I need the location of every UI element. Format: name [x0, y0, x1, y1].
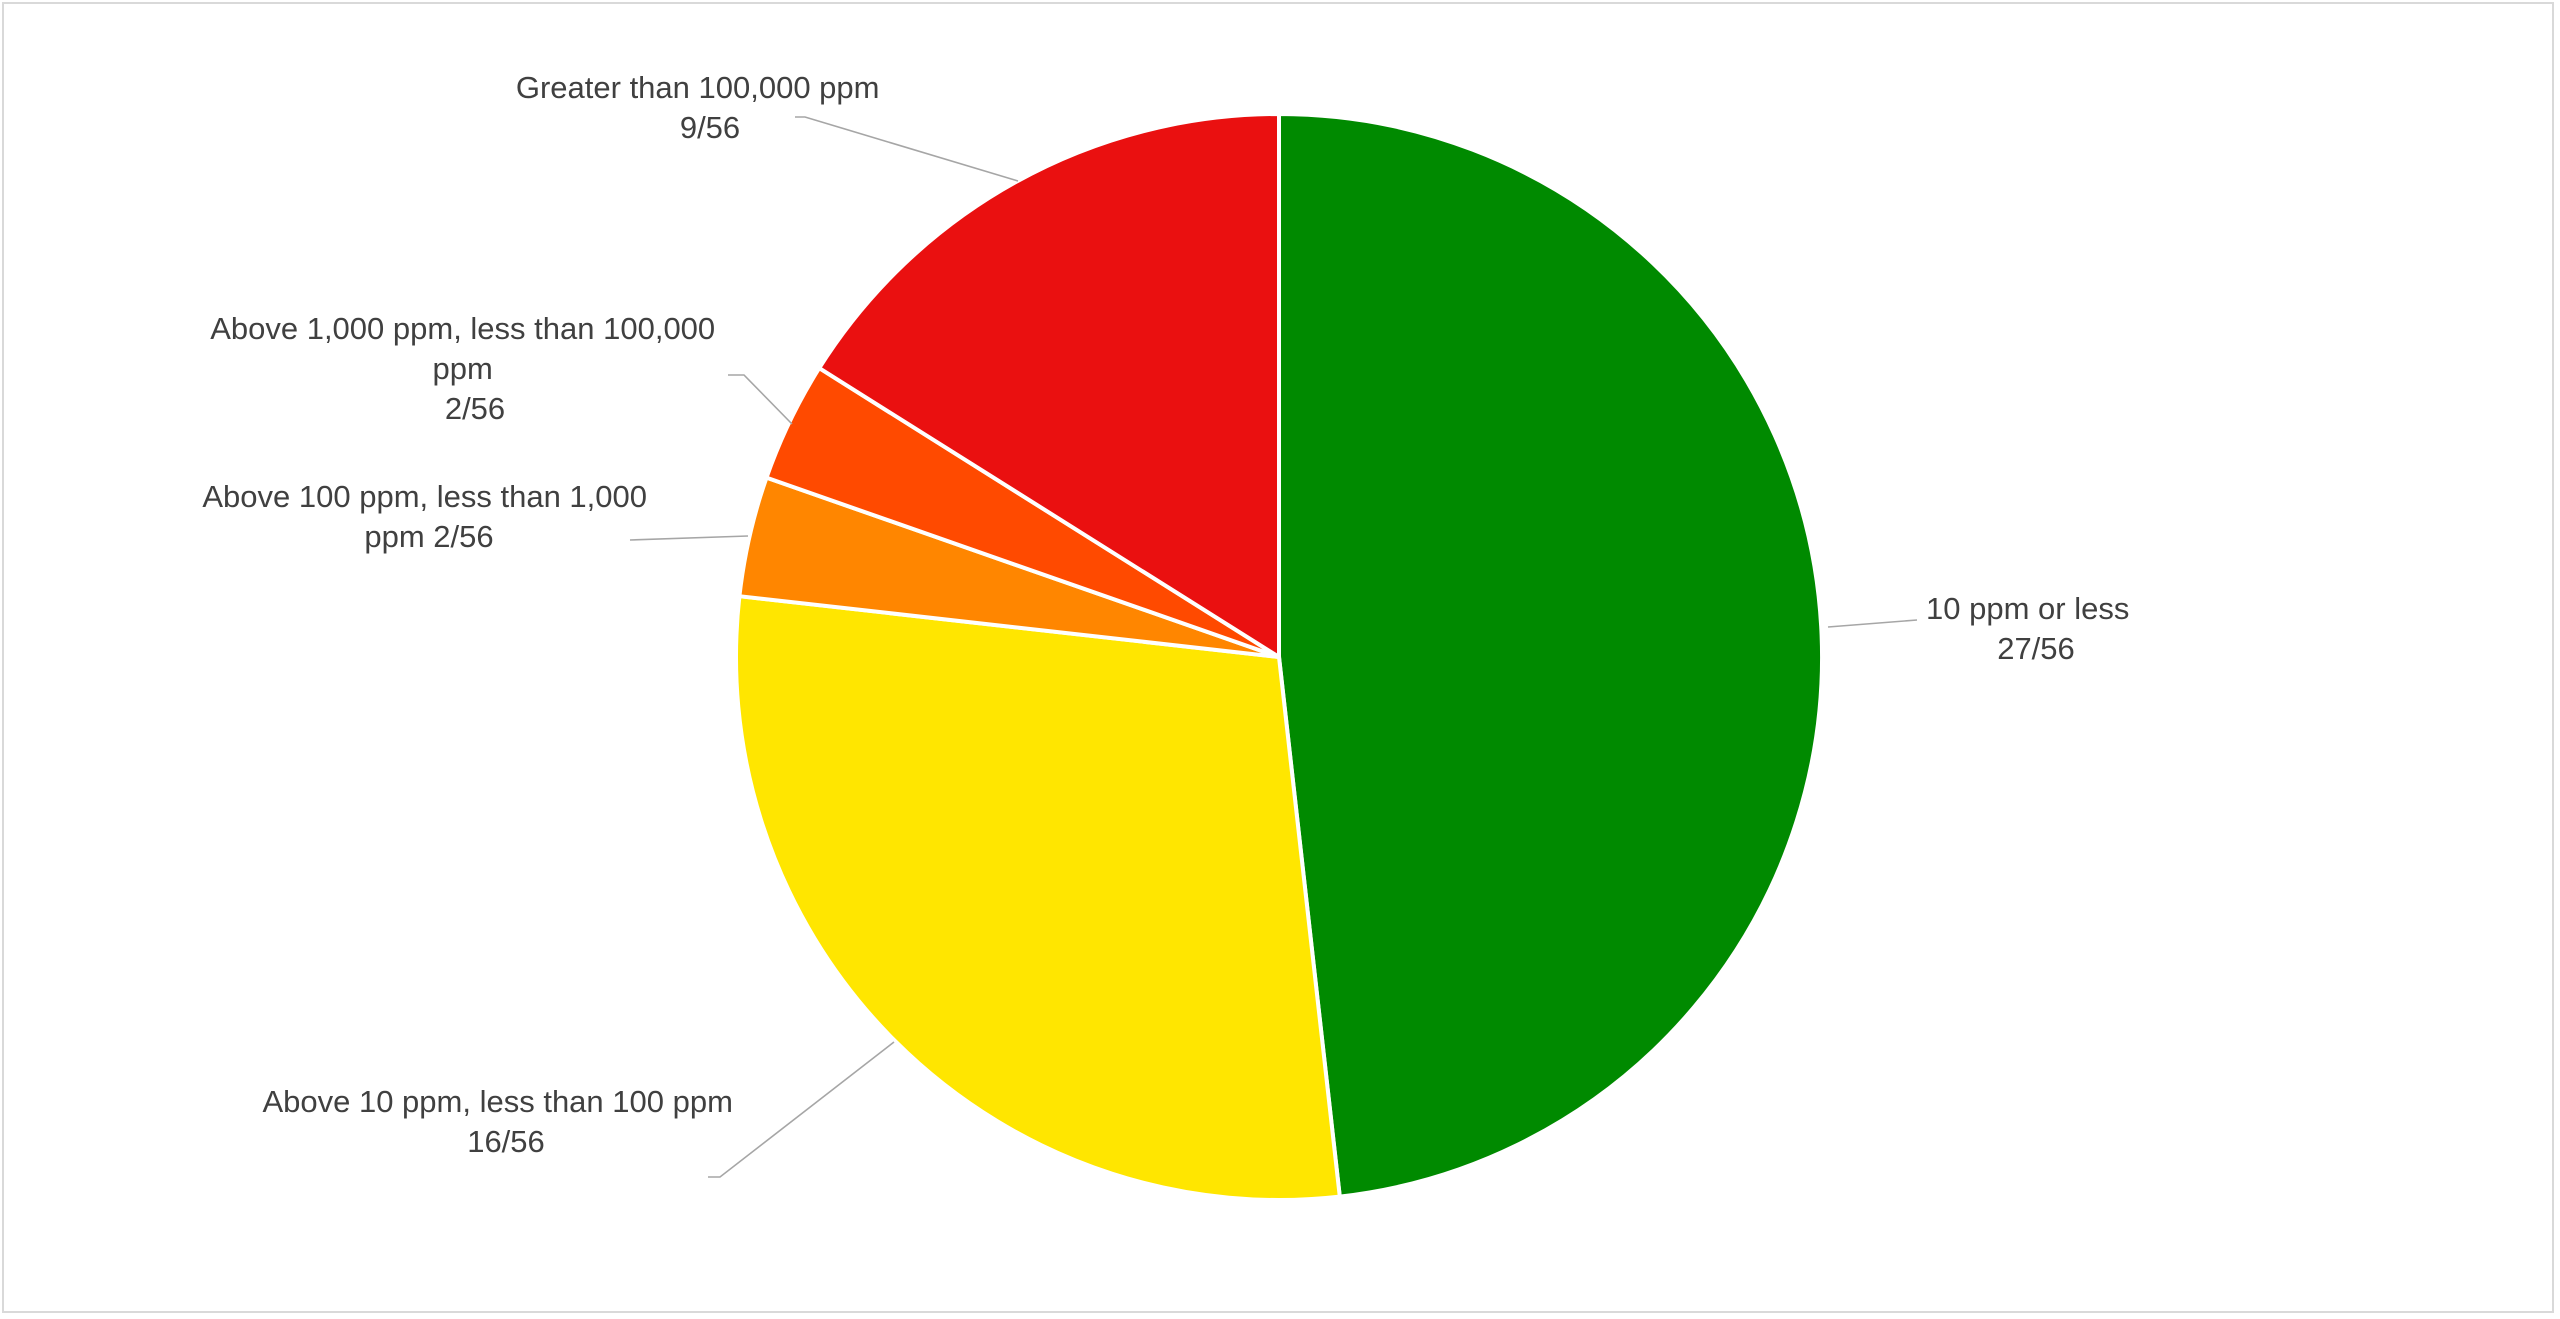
- pie-slice-greater-than-100000ppm: [817, 112, 1281, 659]
- slice-label-value: 2/56: [433, 519, 493, 554]
- leader-line-10ppm-or-less: [1827, 619, 1918, 628]
- slice-label-10ppm-or-less: 10 ppm or less 27/56: [1926, 591, 2138, 666]
- slice-label-value: 27/56: [1997, 631, 2075, 666]
- leader-line-greater-than-100000ppm: [795, 116, 1019, 182]
- slice-label-name-line2: ppm: [433, 351, 493, 386]
- leader-line-above-100ppm: [629, 535, 749, 541]
- slice-label-above-1000ppm: Above 1,000 ppm, less than 100,000 ppm 2…: [210, 311, 724, 426]
- slice-label-name-line1: Above 100 ppm, less than 1,000: [202, 479, 647, 514]
- leader-line-above-10ppm: [708, 1041, 895, 1178]
- slice-label-name: Greater than 100,000 ppm: [516, 70, 880, 105]
- leaders-layer: [629, 116, 1918, 1178]
- pie-slice-above-10ppm: [734, 594, 1342, 1202]
- slice-label-value: 2/56: [445, 391, 505, 426]
- slice-label-name-line2: ppm 2/56: [364, 519, 493, 554]
- slice-label-above-10ppm: Above 10 ppm, less than 100 ppm 16/56: [262, 1084, 741, 1159]
- slice-label-name: 10 ppm or less: [1926, 591, 2129, 626]
- slices-layer: [734, 112, 1825, 1202]
- slice-label-value: 9/56: [680, 110, 740, 145]
- pie-slice-10ppm-or-less: [1277, 112, 1825, 1199]
- leader-line-above-1000ppm: [728, 374, 793, 425]
- slice-label-value: 16/56: [467, 1124, 545, 1159]
- slice-label-name-line1: Above 1,000 ppm, less than 100,000: [210, 311, 715, 346]
- slice-label-greater-than-100000ppm: Greater than 100,000 ppm 9/56: [516, 70, 888, 145]
- slice-label-name: Above 10 ppm, less than 100 ppm: [262, 1084, 732, 1119]
- slice-label-above-100ppm: Above 100 ppm, less than 1,000 ppm 2/56: [202, 479, 655, 554]
